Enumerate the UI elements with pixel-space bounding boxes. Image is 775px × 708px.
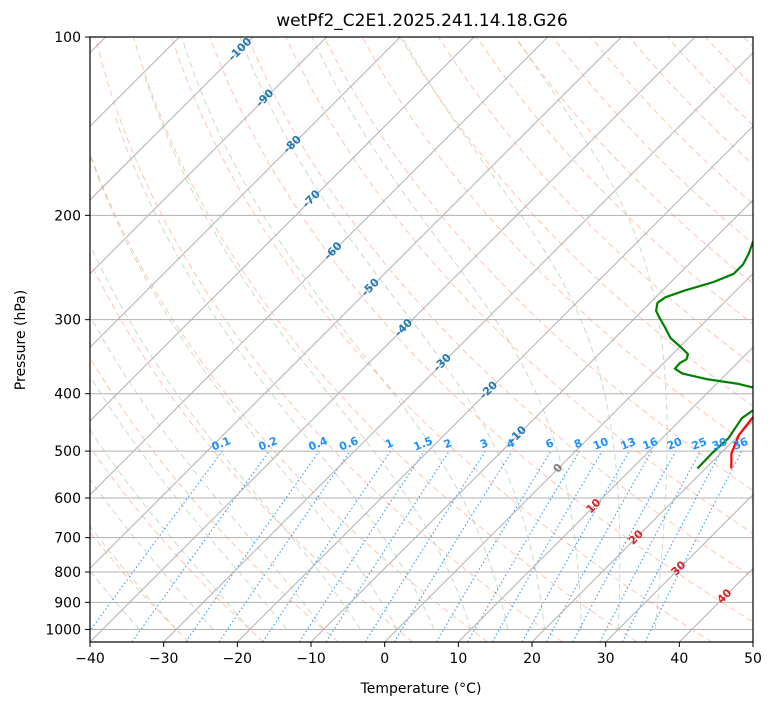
mixing-ratio-label: 25 (690, 435, 709, 453)
moist-adiabat (143, 72, 472, 630)
isotherm-line (457, 346, 753, 642)
dry-adiabat (323, 37, 753, 491)
x-tick-label: −40 (75, 651, 105, 667)
x-tick-label: −20 (223, 651, 253, 667)
x-axis: −40 −30 −20 −10 0 10 20 30 40 50 (75, 642, 762, 667)
moist-adiabat (113, 114, 435, 630)
mixing-ratio-label: 2 (442, 436, 454, 451)
x-tick-label: 0 (380, 651, 389, 667)
x-tick-label: 20 (523, 651, 541, 667)
dewpoint-profile (655, 239, 753, 470)
moist-adiabat (90, 525, 177, 630)
mixing-ratio-line (572, 450, 677, 642)
y-tick-label: 800 (54, 565, 81, 581)
dry-adiabat (476, 37, 753, 325)
dry-adiabat (90, 356, 339, 642)
mixing-ratio-label: 3 (478, 436, 490, 451)
isotherms (90, 37, 753, 642)
y-tick-label: 200 (54, 208, 81, 224)
plot-frame (89, 36, 754, 643)
y-axis-label: Pressure (hPa) (13, 290, 29, 390)
mixing-ratio-line (545, 450, 653, 642)
y-tick-label: 100 (54, 30, 81, 46)
isotherm-line (310, 199, 753, 642)
x-tick-label: 40 (670, 651, 688, 667)
moist-adiabat (239, 37, 546, 630)
moist-adiabat (90, 314, 324, 630)
dry-adiabat (514, 37, 753, 285)
mixing-ratio-label: 10 (591, 435, 610, 453)
mixing-ratio-line (262, 450, 392, 642)
mixing-ratio-label: 16 (641, 435, 660, 453)
mixing-ratio-label: 30 (710, 435, 729, 453)
moist-adiabat (181, 37, 509, 630)
isotherm-line (90, 37, 254, 201)
profile-series (655, 239, 753, 470)
mixing-ratio-label: 8 (572, 436, 584, 451)
mixing-ratio-line (131, 450, 270, 642)
y-tick-label: 700 (54, 531, 81, 547)
y-tick-label: 900 (54, 595, 81, 611)
moist-adiabat (401, 37, 621, 630)
moist-adiabat (515, 37, 668, 630)
mixing-ratio-line (90, 450, 223, 632)
y-tick-label: 300 (54, 313, 81, 329)
y-tick-label: 1000 (45, 622, 81, 638)
isotherm-line (90, 37, 549, 496)
dry-adiabat (90, 446, 264, 642)
mixing-ratio-line (185, 450, 320, 642)
dry-adiabat (247, 37, 753, 578)
isotherm-line (90, 37, 622, 570)
moist-adiabat (90, 570, 140, 630)
moist-adiabat (90, 153, 398, 630)
chart-title: wetPf2_C2E1.2025.241.14.18.G26 (276, 11, 568, 31)
mixing-ratio-line (325, 450, 450, 642)
x-axis-label: Temperature (°C) (360, 681, 482, 697)
isotherm-line (384, 272, 753, 642)
x-tick-label: 50 (744, 651, 762, 667)
mixing-ratio-label: 20 (665, 435, 684, 453)
dry-adiabat (209, 37, 753, 623)
x-tick-label: 10 (449, 651, 467, 667)
mixing-ratio-line (298, 450, 425, 642)
dry-adiabats (90, 37, 753, 642)
moist-adiabat (90, 375, 288, 630)
pressure-gridlines (90, 37, 753, 630)
moist-adiabat (311, 37, 582, 630)
moist-adiabat (90, 478, 214, 630)
x-tick-label: −10 (296, 651, 326, 667)
dry-adiabat (94, 37, 563, 642)
isotherm-line (90, 37, 696, 642)
y-tick-label: 600 (54, 491, 81, 507)
mixing-ratio-line (218, 450, 351, 642)
mixing-ratio-line (393, 450, 513, 642)
mixing-ratio-label: 13 (619, 435, 638, 453)
mixing-ratio-lines (90, 450, 743, 642)
mixing-ratio-line (521, 450, 631, 642)
dry-adiabat (132, 37, 638, 642)
mixing-ratio-label: 1 (383, 436, 395, 451)
moist-adiabats (90, 37, 668, 630)
y-tick-label: 400 (54, 387, 81, 403)
y-tick-label: 500 (54, 444, 81, 460)
isotherm-line (236, 125, 753, 642)
dry-adiabat (90, 260, 414, 642)
isotherm-line (90, 37, 328, 275)
dry-adiabat (285, 37, 753, 535)
mixing-ratio-line (644, 450, 743, 642)
dry-adiabat (171, 37, 712, 642)
x-tick-label: 30 (597, 651, 615, 667)
isotherm-line (90, 37, 475, 422)
mixing-ratio-label: 36 (731, 435, 750, 453)
isotherm-line (90, 37, 401, 349)
moist-adiabat (90, 243, 361, 630)
y-axis: 100 200 300 400 500 600 700 800 900 1000 (45, 30, 90, 638)
isotherm-line (163, 51, 753, 642)
isotherm-line (605, 493, 753, 642)
x-tick-label: −30 (149, 651, 179, 667)
isotherm-line (531, 420, 753, 642)
